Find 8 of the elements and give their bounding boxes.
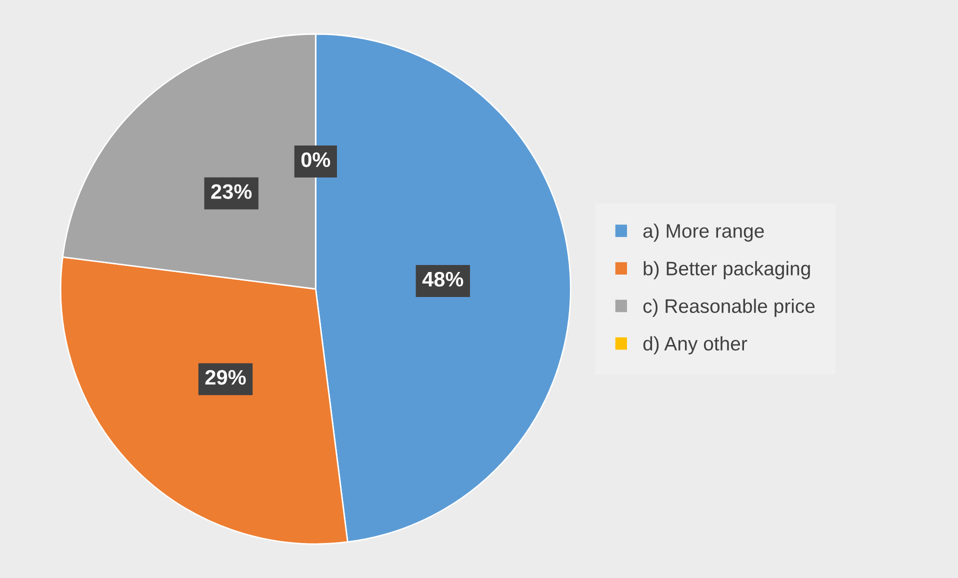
legend-label: d) Any other <box>643 336 748 354</box>
legend-label: a) More range <box>643 224 764 242</box>
legend-label: c) Reasonable price <box>643 298 815 317</box>
text: 0% <box>301 152 330 168</box>
data-label: 29% <box>205 370 246 385</box>
data-label: 23% <box>211 184 252 199</box>
data-label: 48% <box>422 272 464 287</box>
legend-label: b) Better packaging <box>644 261 810 280</box>
